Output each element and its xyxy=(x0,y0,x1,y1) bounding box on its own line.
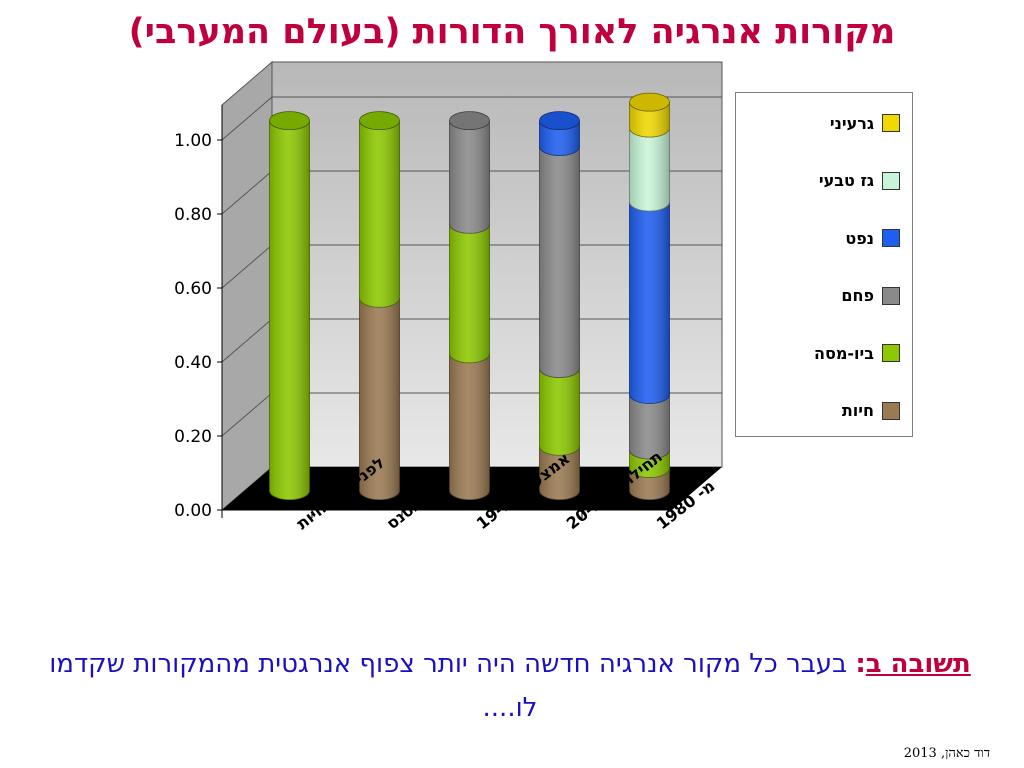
legend-label: חיות xyxy=(841,401,874,420)
legend-label: פחם xyxy=(841,286,874,305)
cylinder-segment-3-1 xyxy=(539,368,580,456)
legend-swatch xyxy=(882,344,900,362)
answer-label: תשובה ב xyxy=(865,649,971,679)
legend-item-2: נפט xyxy=(845,227,900,249)
y-tick-label-2: 0.40 xyxy=(174,353,212,373)
cylinder-cap-4 xyxy=(629,92,670,112)
y-tick-label-4: 0.80 xyxy=(174,205,212,225)
legend-item-3: פחם xyxy=(841,285,900,307)
y-tick-label-3: 0.60 xyxy=(174,279,212,299)
cylinder-cap-2 xyxy=(449,111,490,131)
legend-label: נפט xyxy=(845,228,874,248)
answer-body: בעבר כל מקור אנרגיה חדשה היה יותר צפוף א… xyxy=(49,649,856,723)
gridline xyxy=(221,96,722,141)
chart-legend: גרעיני גז טבעי נפט פחם ביו-מסה חיות xyxy=(735,92,913,437)
cylinder-segment-4-3 xyxy=(629,201,670,404)
legend-item-0: גרעיני xyxy=(830,112,900,134)
cylinder-segment-3-0 xyxy=(539,446,580,501)
left-wall xyxy=(221,60,273,512)
cylinder-cap-0 xyxy=(269,111,310,131)
cylinder-segment-2-2 xyxy=(449,111,490,234)
legend-swatch xyxy=(882,229,900,247)
cylinder-cap-3 xyxy=(539,111,580,131)
cylinder-segment-2-1 xyxy=(449,224,490,364)
cylinder-segment-3-2 xyxy=(539,146,580,378)
cylinder-cap-1 xyxy=(359,111,400,131)
y-tick-label-1: 0.20 xyxy=(174,427,212,447)
legend-item-5: חיות xyxy=(842,400,900,422)
cylinder-segment-0-1 xyxy=(269,111,310,501)
cylinder-segment-1-1 xyxy=(359,111,400,308)
answer-colon: : xyxy=(855,649,866,679)
legend-swatch xyxy=(882,286,900,305)
answer-text: תשובה ב: בעבר כל מקור אנרגיה חדשה היה יו… xyxy=(40,642,980,730)
stacked-cylinder-chart: 0.000.200.400.600.801.00 לפני ביות חיותר… xyxy=(174,60,723,533)
legend-swatch xyxy=(882,401,900,420)
legend-item-1: גז טבעי xyxy=(819,170,900,192)
cylinder-segment-4-5 xyxy=(629,92,670,138)
author-credit: דוד כאהן, 2013 xyxy=(903,746,990,761)
legend-item-4: ביו-מסה xyxy=(814,342,900,364)
legend-label: גז טבעי xyxy=(818,171,874,190)
y-tick-label-5: 1.00 xyxy=(174,131,212,151)
cylinder-segment-4-4 xyxy=(629,127,670,212)
legend-swatch xyxy=(882,171,900,190)
y-tick-label-0: 0.00 xyxy=(174,501,212,521)
cylinder-segment-1-0 xyxy=(359,298,400,501)
legend-label: ביו-מסה xyxy=(813,343,874,363)
legend-label: גרעיני xyxy=(829,113,874,133)
cylinder-segment-2-0 xyxy=(449,353,490,501)
page-title: מקורות אנרגיה לאורך הדורות (בעולם המערבי… xyxy=(128,12,896,52)
cylinder-segment-3-3 xyxy=(539,111,580,156)
legend-swatch xyxy=(882,114,900,132)
